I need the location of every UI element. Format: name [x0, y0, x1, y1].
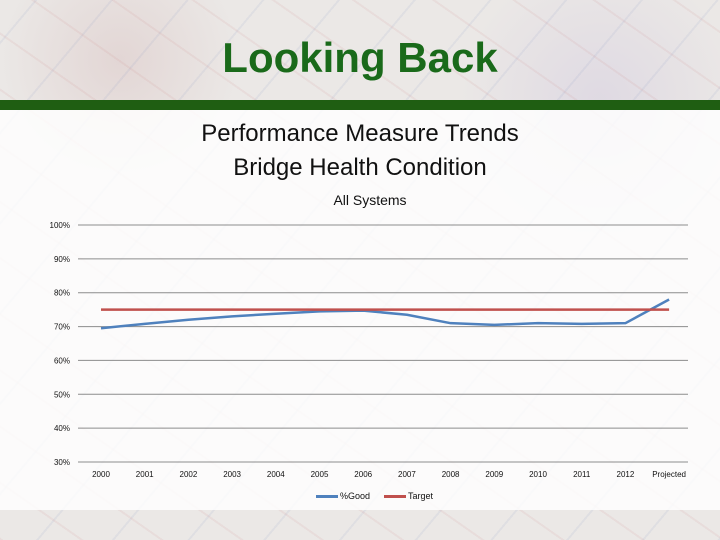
- chart-title: All Systems: [333, 192, 407, 208]
- y-tick-label: 30%: [54, 458, 70, 467]
- y-tick-label: 50%: [54, 390, 70, 399]
- y-axis-ticks: 30% 40% 50% 60% 70% 80% 90% 100%: [50, 221, 70, 467]
- x-tick-label: 2011: [573, 470, 591, 479]
- x-tick-label: 2009: [485, 470, 503, 479]
- x-tick-label: 2003: [223, 470, 241, 479]
- x-tick-label: 2000: [92, 470, 110, 479]
- y-tick-label: 100%: [50, 221, 70, 230]
- legend-item-good: %Good: [316, 491, 370, 501]
- y-tick-label: 60%: [54, 356, 70, 365]
- legend-swatch-target: [384, 494, 407, 498]
- legend-label-target: Target: [408, 491, 434, 501]
- chart-heading-line1: Performance Measure Trends: [201, 120, 519, 147]
- x-tick-label: 2008: [442, 470, 460, 479]
- x-tick-label: 2007: [398, 470, 416, 479]
- legend-swatch-good: [316, 494, 338, 498]
- series-line-good: [100, 298, 670, 330]
- x-tick-label: 2010: [529, 470, 547, 479]
- x-tick-label: 2005: [311, 470, 329, 479]
- legend-item-target: Target: [384, 491, 433, 501]
- y-tick-label: 90%: [54, 255, 70, 264]
- x-tick-label: 2004: [267, 470, 285, 479]
- series-lines: [100, 298, 670, 330]
- x-tick-label: 2002: [180, 470, 198, 479]
- chart-heading-line2: Bridge Health Condition: [233, 154, 487, 181]
- x-axis-ticks: 2000 2001 2002 2003 2004 2005 2006 2007 2008 2009…: [92, 470, 686, 479]
- y-tick-label: 70%: [54, 323, 70, 332]
- x-tick-label: 2012: [617, 470, 635, 479]
- page-title: Looking Back: [222, 34, 498, 81]
- gridlines: [78, 224, 688, 463]
- y-tick-label: 80%: [54, 289, 70, 298]
- x-tick-label: Projected: [652, 470, 686, 479]
- legend-label-good: %Good: [340, 491, 371, 501]
- y-tick-label: 40%: [54, 424, 70, 433]
- x-tick-label: 2006: [354, 470, 372, 479]
- title-divider: [0, 100, 720, 110]
- legend: %Good Target: [316, 489, 433, 503]
- x-tick-label: 2001: [136, 470, 154, 479]
